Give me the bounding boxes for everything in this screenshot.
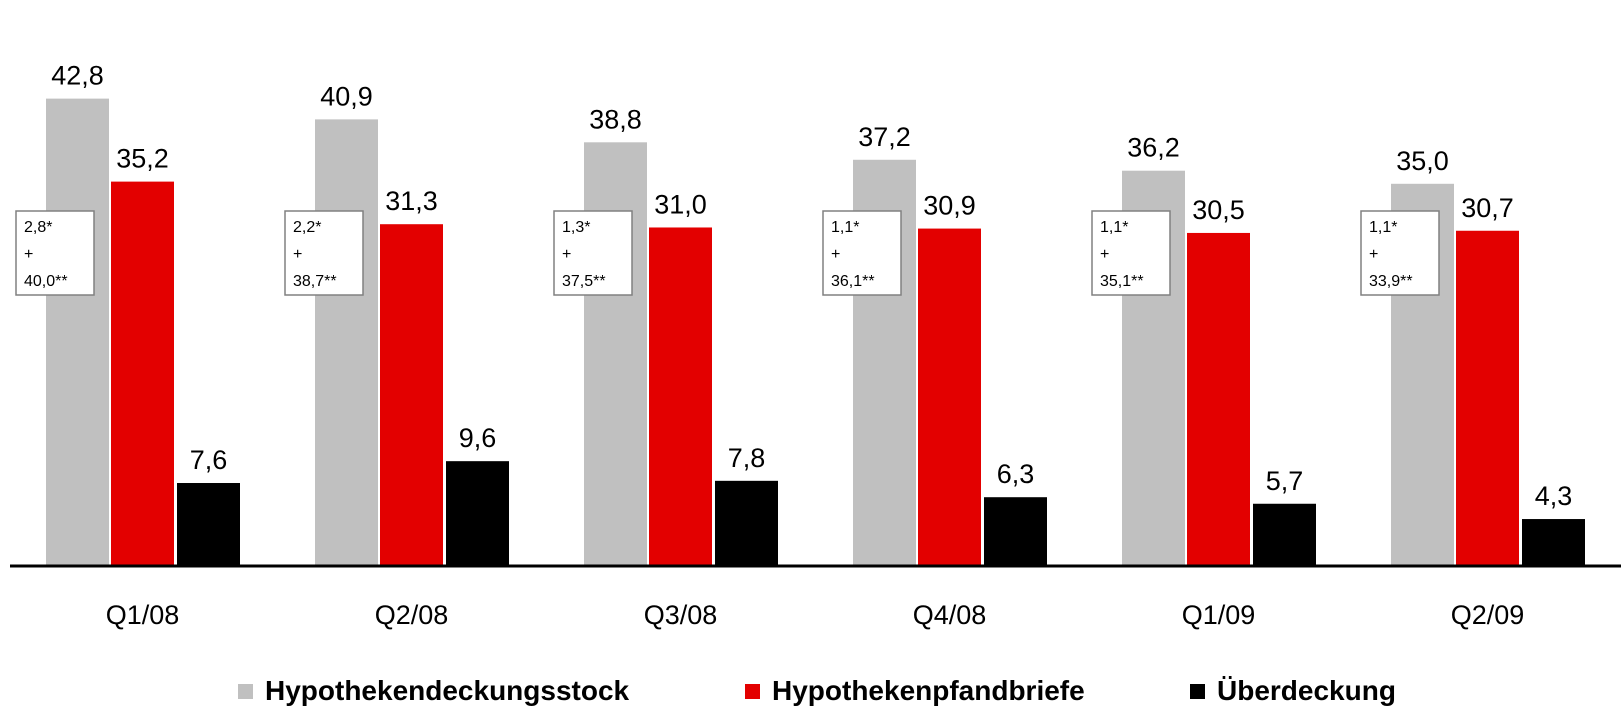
value-label-0-1: 40,9 bbox=[320, 81, 373, 111]
bar-2-4 bbox=[1253, 503, 1316, 566]
bar-2-1 bbox=[446, 461, 509, 566]
bar-0-2 bbox=[584, 142, 647, 566]
annotation-line-5-1: + bbox=[1369, 246, 1378, 263]
annotation-line-2-1: + bbox=[562, 246, 571, 263]
value-label-1-0: 35,2 bbox=[116, 144, 169, 174]
value-label-0-4: 36,2 bbox=[1127, 133, 1180, 163]
annotation-box-5 bbox=[1360, 210, 1440, 296]
bar-1-1 bbox=[380, 224, 443, 567]
legend-label-0: Hypothekendeckungsstock bbox=[265, 675, 630, 706]
bar-1-2 bbox=[649, 227, 712, 567]
value-label-2-3: 6,3 bbox=[997, 459, 1035, 489]
value-label-2-4: 5,7 bbox=[1266, 466, 1304, 496]
annotation-line-4-0: 1,1* bbox=[1100, 219, 1128, 236]
annotation-line-3-2: 36,1** bbox=[831, 273, 875, 290]
annotation-line-2-2: 37,5** bbox=[562, 273, 606, 290]
annotation-line-5-2: 33,9** bbox=[1369, 273, 1413, 290]
annotation-line-4-1: + bbox=[1100, 246, 1109, 263]
annotation-box-3 bbox=[822, 210, 902, 296]
value-label-1-2: 31,0 bbox=[654, 189, 707, 219]
bar-1-5 bbox=[1456, 230, 1519, 567]
annotation-line-1-0: 2,2* bbox=[293, 219, 321, 236]
category-label-0: Q1/08 bbox=[106, 600, 180, 630]
value-label-2-1: 9,6 bbox=[459, 423, 497, 453]
legend-label-2: Überdeckung bbox=[1217, 675, 1396, 706]
category-label-5: Q2/09 bbox=[1451, 600, 1525, 630]
category-label-4: Q1/09 bbox=[1182, 600, 1256, 630]
category-labels-layer: Q1/08 Q2/08 Q3/08 Q4/08 Q1/09 Q2/09 bbox=[106, 600, 1525, 630]
bar-1-4 bbox=[1187, 232, 1250, 566]
category-label-2: Q3/08 bbox=[644, 600, 718, 630]
legend-label-1: Hypothekenpfandbriefe bbox=[772, 675, 1085, 706]
category-label-3: Q4/08 bbox=[913, 600, 987, 630]
annotation-box-2 bbox=[553, 210, 633, 296]
bars-layer bbox=[46, 98, 1585, 567]
value-label-0-0: 42,8 bbox=[51, 61, 104, 91]
category-label-1: Q2/08 bbox=[375, 600, 449, 630]
annotation-box-1 bbox=[284, 210, 364, 296]
annotation-box-0 bbox=[15, 210, 95, 296]
bar-2-5 bbox=[1522, 519, 1585, 566]
bar-0-0 bbox=[46, 98, 109, 567]
value-label-2-5: 4,3 bbox=[1535, 481, 1573, 511]
value-label-1-4: 30,5 bbox=[1192, 195, 1245, 225]
annotation-line-3-1: + bbox=[831, 246, 840, 263]
annotation-line-3-0: 1,1* bbox=[831, 219, 859, 236]
bar-1-3 bbox=[918, 228, 981, 566]
value-label-0-3: 37,2 bbox=[858, 122, 911, 152]
legend-swatch-0 bbox=[238, 684, 253, 699]
value-label-2-2: 7,8 bbox=[728, 443, 766, 473]
value-label-1-1: 31,3 bbox=[385, 186, 438, 216]
bar-0-1 bbox=[315, 119, 378, 566]
annotation-line-1-1: + bbox=[293, 246, 302, 263]
annotation-line-0-2: 40,0** bbox=[24, 273, 68, 290]
legend: Hypothekendeckungsstock Hypothekenpfandbr… bbox=[238, 675, 1396, 706]
annotation-line-4-2: 35,1** bbox=[1100, 273, 1144, 290]
annotation-line-0-0: 2,8* bbox=[24, 219, 52, 236]
annotation-line-0-1: + bbox=[24, 246, 33, 263]
value-label-2-0: 7,6 bbox=[190, 445, 228, 475]
annotation-line-5-0: 1,1* bbox=[1369, 219, 1397, 236]
legend-swatch-1 bbox=[745, 684, 760, 699]
annotation-line-2-0: 1,3* bbox=[562, 219, 590, 236]
legend-swatch-2 bbox=[1190, 684, 1205, 699]
value-label-1-5: 30,7 bbox=[1461, 193, 1514, 223]
bar-2-2 bbox=[715, 480, 778, 566]
value-label-0-5: 35,0 bbox=[1396, 146, 1449, 176]
value-label-0-2: 38,8 bbox=[589, 104, 642, 134]
annotation-box-4 bbox=[1091, 210, 1171, 296]
bar-2-3 bbox=[984, 497, 1047, 566]
value-label-1-3: 30,9 bbox=[923, 191, 976, 221]
annotations-layer: 2,8* +40,0** 2,2* +38,7** 1,3* +37,5** 1,1* +36… bbox=[15, 210, 1440, 296]
bar-2-0 bbox=[177, 483, 240, 566]
value-labels-layer: 42,8 35,2 7,6 40,9 31,3 9,6 38,8 31,0 7,8 37,2 30,… bbox=[51, 61, 1572, 511]
annotation-line-1-2: 38,7** bbox=[293, 273, 337, 290]
bar-1-0 bbox=[111, 181, 174, 566]
